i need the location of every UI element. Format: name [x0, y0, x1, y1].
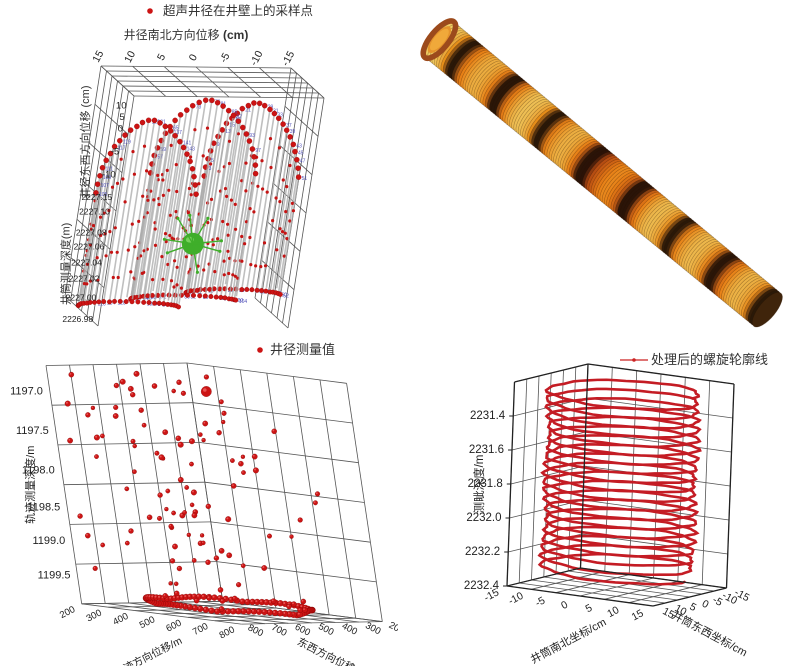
- svg-text:700: 700: [269, 622, 288, 639]
- svg-text:2231.4: 2231.4: [470, 410, 506, 422]
- svg-text:51: 51: [302, 176, 308, 182]
- svg-text:97: 97: [255, 148, 261, 154]
- svg-text:测眦深度/m: 测眦深度/m: [472, 455, 486, 514]
- svg-text:2232.2: 2232.2: [465, 546, 500, 558]
- svg-text:10: 10: [116, 101, 127, 112]
- svg-text:200: 200: [58, 604, 77, 621]
- svg-text:10: 10: [122, 49, 138, 65]
- svg-text:2231.6: 2231.6: [469, 444, 504, 456]
- svg-text:300: 300: [363, 620, 382, 637]
- svg-text:-10: -10: [102, 169, 116, 180]
- svg-text:10: 10: [605, 604, 621, 620]
- svg-text:400: 400: [340, 621, 359, 638]
- svg-text:5: 5: [155, 52, 168, 63]
- svg-text:15: 15: [630, 607, 646, 623]
- svg-text:井筒东西坐标/cm: 井筒东西坐标/cm: [669, 608, 750, 660]
- svg-text:井筒测量深度(m): 井筒测量深度(m): [59, 223, 73, 306]
- svg-text:47: 47: [300, 159, 306, 165]
- svg-text:东西方向位移/m: 东西方向位移/m: [295, 635, 368, 666]
- svg-text:52: 52: [283, 293, 289, 299]
- svg-text:-5: -5: [710, 594, 724, 609]
- svg-text:井径东西方向位移 (cm): 井径东西方向位移 (cm): [78, 85, 92, 198]
- svg-text:3: 3: [209, 166, 212, 172]
- svg-text:15: 15: [90, 48, 106, 64]
- svg-text:500: 500: [138, 614, 157, 631]
- svg-text:107: 107: [101, 183, 110, 189]
- svg-text:井筒南北坐标/cm: 井筒南北坐标/cm: [528, 615, 609, 666]
- svg-text:119: 119: [123, 140, 131, 146]
- svg-text:2227.02: 2227.02: [69, 273, 100, 283]
- svg-text:104: 104: [239, 299, 248, 305]
- svg-text:800: 800: [218, 624, 237, 641]
- svg-text:200: 200: [387, 620, 398, 637]
- svg-text:2227.10: 2227.10: [79, 207, 110, 217]
- svg-text:21: 21: [245, 108, 251, 114]
- svg-text:1199.5: 1199.5: [38, 569, 71, 581]
- svg-text:400: 400: [111, 611, 130, 628]
- svg-text:-5: -5: [218, 51, 233, 65]
- svg-text:2227.06: 2227.06: [74, 242, 105, 252]
- svg-text:1197.0: 1197.0: [10, 386, 43, 398]
- svg-text:轨迹测量深度/m: 轨迹测量深度/m: [23, 446, 37, 524]
- svg-text:-5: -5: [533, 594, 547, 609]
- svg-text:5: 5: [583, 602, 594, 615]
- svg-text:轨迹方向位移/m: 轨迹方向位移/m: [112, 634, 185, 666]
- svg-text:5: 5: [119, 112, 124, 123]
- svg-text:1199.0: 1199.0: [32, 535, 65, 547]
- svg-text:93: 93: [249, 133, 255, 139]
- svg-text:45: 45: [298, 151, 304, 157]
- svg-text:超声井径在井壁上的采样点: 超声井径在井壁上的采样点: [163, 3, 313, 18]
- svg-text:43: 43: [296, 143, 302, 149]
- svg-text:-15: -15: [279, 49, 297, 68]
- svg-text:73: 73: [196, 105, 202, 111]
- svg-text:处理后的螺旋轮廓线: 处理后的螺旋轮廓线: [651, 352, 768, 367]
- svg-text:2227.04: 2227.04: [71, 258, 102, 268]
- svg-text:0: 0: [700, 598, 711, 611]
- svg-text:600: 600: [164, 618, 183, 635]
- svg-text:0: 0: [559, 599, 570, 612]
- svg-text:800: 800: [246, 622, 265, 639]
- svg-text:300: 300: [85, 607, 104, 624]
- svg-text:井径测量值: 井径测量值: [270, 342, 335, 357]
- svg-text:700: 700: [191, 621, 210, 638]
- svg-text:500: 500: [316, 621, 335, 638]
- svg-text:-10: -10: [506, 590, 525, 608]
- svg-text:井径南北方向位移 (cm): 井径南北方向位移 (cm): [124, 27, 249, 42]
- svg-text:0: 0: [187, 52, 200, 63]
- svg-text:1197.5: 1197.5: [16, 425, 49, 437]
- svg-text:2227.08: 2227.08: [76, 228, 107, 238]
- svg-text:-5: -5: [111, 146, 119, 157]
- svg-text:2226.98: 2226.98: [62, 314, 93, 324]
- svg-text:-10: -10: [248, 49, 266, 68]
- svg-text:0: 0: [118, 123, 123, 134]
- svg-text:5: 5: [688, 601, 699, 614]
